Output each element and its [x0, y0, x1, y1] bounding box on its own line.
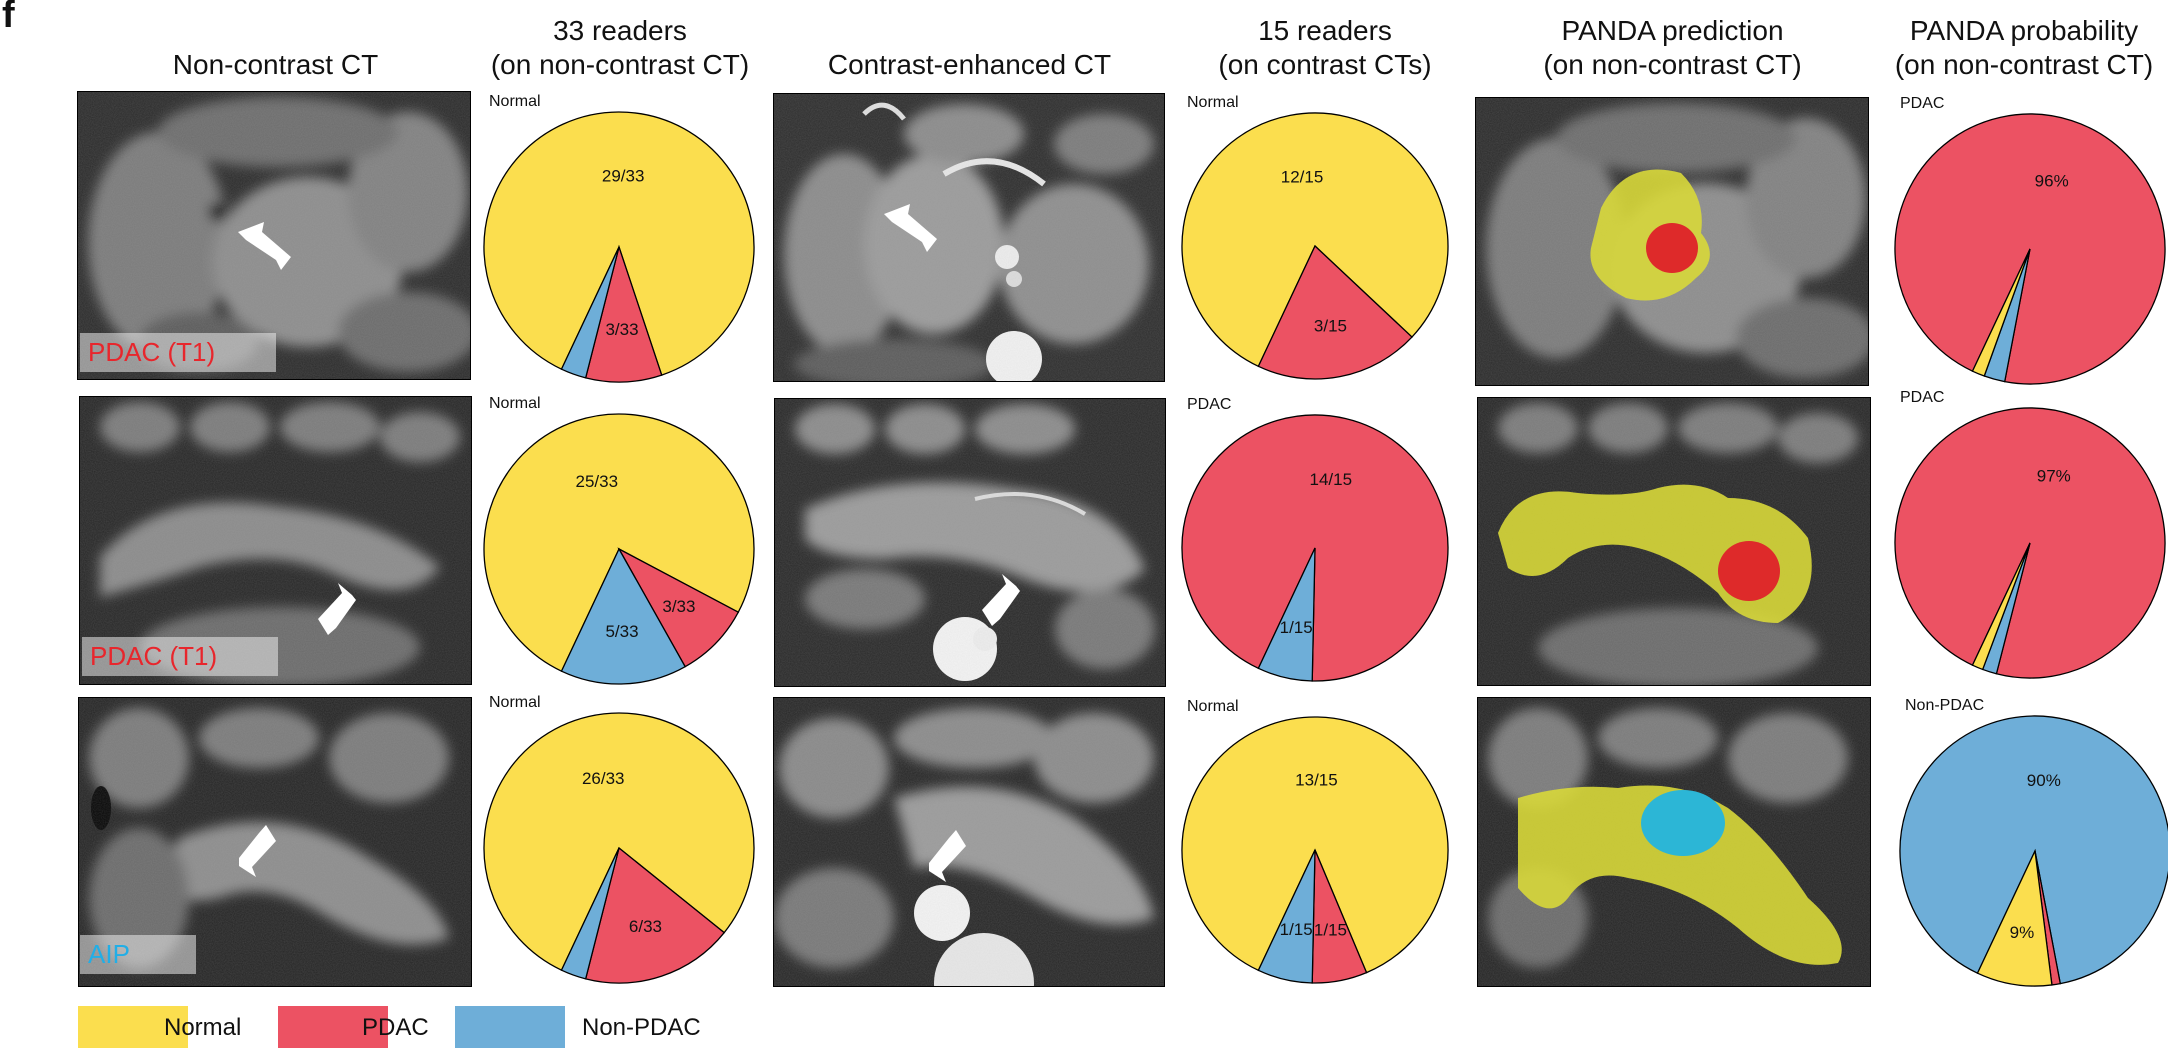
- ct-image-contrast-row2: [774, 398, 1166, 687]
- column-title-line: 15 readers: [1258, 15, 1392, 46]
- pie-chart-15-readers-row3: 13/15 1/151/15 Normal: [1181, 698, 1449, 984]
- diagnosis-label-row3: AIP: [80, 935, 196, 974]
- column-title-line: PANDA probability: [1909, 15, 2139, 46]
- arrow-icon: [239, 825, 276, 877]
- pie-chart-panda-probability-row3: 90% 9% Non-PDAC: [1899, 697, 2168, 987]
- pie-corner-label: PDAC: [1900, 389, 1944, 406]
- pie-data-label: 25/33: [576, 472, 619, 491]
- pie-slice-non-pdac: [560, 246, 620, 379]
- pie-slice-normal: [1181, 716, 1449, 974]
- pie-data-label: 97%: [2037, 466, 2071, 485]
- pie-data-label: 90%: [2027, 771, 2061, 790]
- column-title-line: (on non-contrast CT): [490, 49, 750, 80]
- pie-slice-non-pdac: [1257, 849, 1316, 984]
- pie-chart-33-readers-row1: 29/33 3/33 Normal: [483, 93, 755, 383]
- pie-slice-normal: [1971, 248, 2031, 377]
- pie-slice-normal: [483, 111, 755, 376]
- arrow-icon: [982, 574, 1020, 626]
- pie-chart-15-readers-row1: 12/15 3/15 Normal: [1181, 94, 1449, 380]
- pie-slice-normal: [1976, 848, 2053, 987]
- legend-label-normal: Normal: [164, 1014, 242, 1041]
- pie-chart-panda-probability-row1: 96% PDAC: [1894, 95, 2166, 385]
- arrow-icon: [929, 830, 966, 882]
- pie-slice-non-pdac: [1257, 547, 1316, 682]
- diagnosis-label-row2: PDAC (T1): [82, 637, 278, 676]
- column-title-line: PANDA prediction: [1561, 15, 1784, 46]
- pie-data-label: 96%: [2035, 172, 2069, 191]
- pie-slice-normal: [1971, 542, 2031, 671]
- legend-swatch-pdac: [278, 1006, 388, 1048]
- ct-image-contrast-row3: [773, 697, 1165, 987]
- arrow-icon: [238, 222, 291, 270]
- column-title-contrast-ct: Contrast-enhanced CT: [772, 48, 1167, 82]
- ct-image-contrast-row1: [773, 93, 1165, 382]
- pie-slice-pdac: [584, 846, 726, 984]
- pie-slice-non-pdac: [560, 847, 620, 980]
- pie-slice-normal: [483, 413, 755, 673]
- legend-swatch-normal: [78, 1006, 188, 1048]
- ct-image-panda-prediction-row1: [1475, 97, 1869, 386]
- column-title-line: 33 readers: [553, 15, 687, 46]
- pie-data-label: 6/33: [629, 917, 662, 936]
- pie-corner-label: Non-PDAC: [1905, 697, 1984, 714]
- pie-chart-33-readers-row2: 25/33 3/33 5/33 Normal: [483, 395, 755, 685]
- column-title-line: Contrast-enhanced CT: [827, 49, 1112, 80]
- pie-slice-pdac: [1257, 244, 1413, 380]
- pie-data-label: 29/33: [602, 166, 645, 185]
- column-title-line: Non-contrast CT: [172, 49, 379, 80]
- pie-corner-label: Normal: [489, 694, 541, 711]
- pie-chart-panda-probability-row2: 97% PDAC: [1894, 389, 2166, 679]
- column-title-line: (on non-contrast CT): [1543, 49, 1802, 80]
- column-title-panda-prediction: PANDA prediction (on non-contrast CT): [1475, 14, 1870, 82]
- pie-chart-33-readers-row3: 26/33 6/33 Normal: [483, 694, 755, 984]
- arrow-icon: [884, 204, 937, 252]
- column-title-line: (on contrast CTs): [1218, 49, 1432, 80]
- column-title-line: (on non-contrast CT): [1894, 49, 2154, 80]
- ct-image-noncontrast-row2: [79, 396, 472, 685]
- pie-data-label: 26/33: [582, 769, 625, 788]
- ct-image-panda-prediction-row2: [1477, 397, 1871, 686]
- pie-slice-non-pdac: [560, 547, 687, 685]
- ct-image-panda-prediction-row3: [1477, 697, 1871, 987]
- pie-corner-label: Normal: [489, 93, 541, 110]
- legend-swatch-non-pdac: [455, 1006, 565, 1048]
- pie-data-label: 12/15: [1281, 168, 1324, 187]
- arrow-icon: [318, 583, 356, 635]
- column-title-panda-probability: PANDA probability (on non-contrast CT): [1880, 14, 2168, 82]
- pie-data-label: 5/33: [605, 622, 638, 641]
- pie-corner-label: PDAC: [1187, 396, 1231, 413]
- column-title-33-readers: 33 readers (on non-contrast CT): [470, 14, 770, 82]
- pie-data-label: 14/15: [1310, 470, 1353, 489]
- pie-slice-normal: [483, 712, 755, 972]
- column-title-noncontrast-ct: Non-contrast CT: [78, 48, 473, 82]
- pie-data-label: 13/15: [1295, 770, 1338, 789]
- pie-data-label: 3/33: [662, 597, 695, 616]
- pie-data-label: 3/33: [605, 320, 638, 339]
- pie-corner-label: Normal: [489, 395, 541, 412]
- legend-label-pdac: PDAC: [362, 1014, 429, 1041]
- pie-data-label: 1/15: [1280, 920, 1313, 939]
- pie-corner-label: Normal: [1187, 94, 1239, 111]
- column-title-15-readers: 15 readers (on contrast CTs): [1175, 14, 1475, 82]
- pie-slice-non-pdac: [1899, 715, 2168, 985]
- pie-corner-label: PDAC: [1900, 95, 1944, 112]
- pie-data-label: 9%: [2010, 923, 2035, 942]
- pie-chart-15-readers-row2: 14/15 1/15 PDAC: [1181, 396, 1449, 682]
- pie-corner-label: Normal: [1187, 698, 1239, 715]
- diagnosis-label-row1: PDAC (T1): [80, 333, 276, 372]
- pie-slice-normal: [1181, 112, 1449, 368]
- panel-letter: f: [2, 0, 15, 36]
- pie-data-label: 1/15: [1314, 920, 1347, 939]
- legend-label-non-pdac: Non-PDAC: [582, 1014, 701, 1041]
- pie-data-label: 1/15: [1280, 618, 1313, 637]
- pie-data-label: 3/15: [1314, 316, 1347, 335]
